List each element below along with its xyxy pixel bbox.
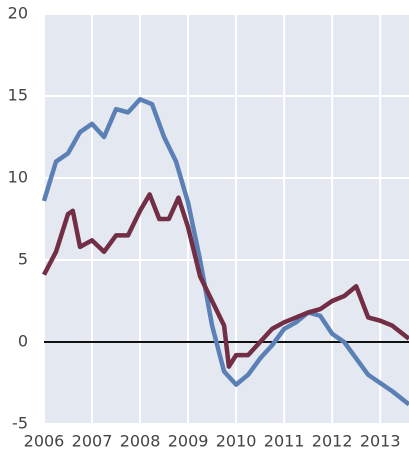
x-tick-label: 2007 [72, 432, 113, 451]
y-tick-label: 10 [8, 168, 28, 187]
x-tick-label: 2012 [312, 432, 353, 451]
y-tick-label: 20 [8, 4, 28, 23]
x-tick-label: 2009 [168, 432, 209, 451]
y-tick-label: 0 [18, 332, 28, 351]
line-series [41, 97, 409, 407]
y-tick-label: 15 [8, 86, 28, 105]
x-tick-label: 2011 [264, 432, 305, 451]
x-tick-label: 2006 [24, 432, 65, 451]
x-tick-label: 2008 [120, 432, 161, 451]
line-series [42, 192, 409, 369]
y-tick-label: -5 [12, 414, 28, 433]
y-tick-label: 5 [18, 250, 28, 269]
x-tick-label: 2013 [360, 432, 401, 451]
x-tick-label: 2010 [216, 432, 257, 451]
